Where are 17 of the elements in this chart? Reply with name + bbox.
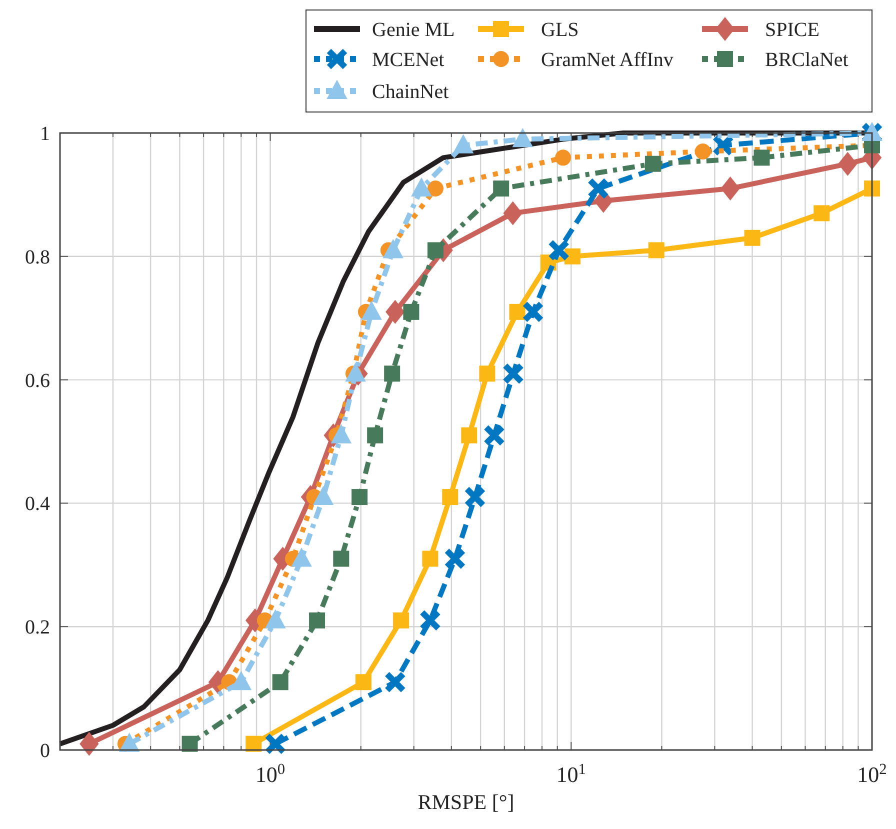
legend-label: MCENet [372,49,445,71]
legend-label: GramNet AffInv [541,49,674,71]
legend-label: GLS [541,19,579,41]
y-tick-label: 0.8 [25,246,50,268]
x-axis-title: RMSPE [°] [418,790,514,814]
legend-label: Genie ML [372,19,455,41]
y-tick-label: 0 [40,740,50,762]
x-tick-label: 10$^{1}$ [556,760,586,787]
y-tick-label: 0.6 [25,370,50,392]
legend-label: BRClaNet [765,49,849,71]
legend-label: ChainNet [372,81,450,103]
legend-label: SPICE [765,19,820,41]
x-tick-label: 10$^{2}$ [857,760,887,787]
y-tick-label: 0.4 [25,493,50,516]
x-tick-label: 10$^{0}$ [255,760,286,787]
y-tick-label: 0.2 [25,616,50,639]
y-tick-label: 1 [40,123,50,145]
